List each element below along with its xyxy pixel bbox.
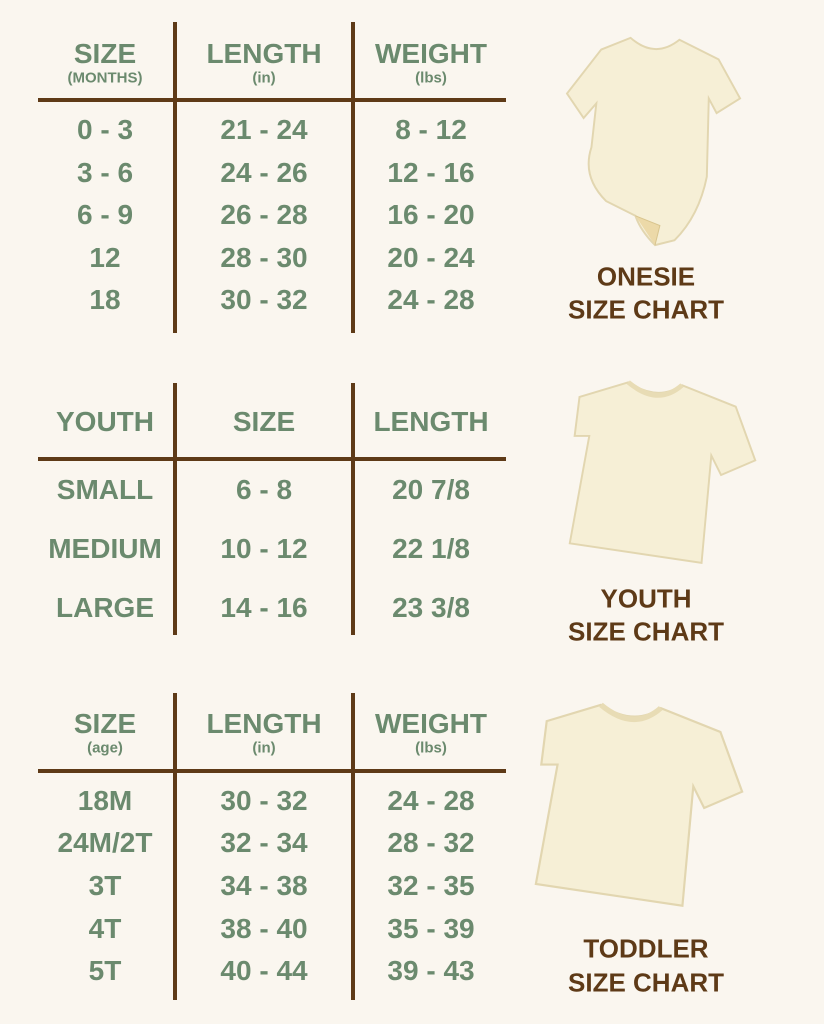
column-header: YOUTH bbox=[56, 406, 154, 437]
table-cell: LARGE bbox=[56, 592, 154, 623]
column-divider bbox=[173, 693, 177, 1000]
chart-caption: SIZE CHART bbox=[568, 967, 724, 998]
chart-caption: SIZE CHART bbox=[568, 616, 724, 647]
table-cell: 23 3/8 bbox=[392, 592, 470, 623]
column-header: SIZE bbox=[73, 708, 137, 739]
table-cell: 35 - 39 bbox=[387, 913, 475, 944]
table-cell: 30 - 32 bbox=[220, 785, 308, 816]
table-cell: 4T bbox=[88, 913, 122, 944]
chart-caption: TODDLER bbox=[583, 933, 709, 964]
table-cell: 24M/2T bbox=[57, 827, 153, 858]
chart-caption: ONESIE bbox=[596, 261, 696, 292]
table-cell: 30 - 32 bbox=[220, 284, 308, 315]
column-header: LENGTH bbox=[373, 406, 489, 437]
header-divider bbox=[38, 457, 506, 461]
column-header: LENGTH bbox=[206, 38, 322, 69]
table-cell: 28 - 30 bbox=[220, 242, 308, 273]
chart-caption: SIZE CHART bbox=[568, 294, 724, 325]
table-cell: 12 - 16 bbox=[387, 157, 475, 188]
column-header: LENGTH bbox=[206, 708, 322, 739]
table-cell: 3T bbox=[88, 870, 122, 901]
column-divider bbox=[351, 22, 355, 333]
column-header: SIZE bbox=[232, 406, 296, 437]
table-cell: MEDIUM bbox=[48, 533, 162, 564]
table-cell: 6 - 8 bbox=[235, 474, 293, 505]
column-divider bbox=[173, 383, 177, 635]
header-divider bbox=[38, 769, 506, 773]
table-cell: 6 - 9 bbox=[76, 199, 134, 230]
column-unit: (MONTHS) bbox=[67, 69, 143, 87]
onesie-image bbox=[565, 36, 742, 247]
table-cell: 0 - 3 bbox=[76, 114, 134, 145]
table-cell: 21 - 24 bbox=[220, 114, 308, 145]
table-cell: 8 - 12 bbox=[395, 114, 467, 145]
header-divider bbox=[38, 98, 506, 102]
chart-caption: YOUTH bbox=[600, 583, 692, 614]
table-cell: 18M bbox=[77, 785, 133, 816]
table-cell: 20 7/8 bbox=[392, 474, 470, 505]
column-divider bbox=[351, 693, 355, 1000]
column-unit: (in) bbox=[252, 69, 276, 87]
column-header: WEIGHT bbox=[375, 38, 487, 69]
table-cell: 12 bbox=[89, 242, 121, 273]
column-header: SIZE bbox=[73, 38, 137, 69]
table-cell: 20 - 24 bbox=[387, 242, 475, 273]
table-cell: 18 bbox=[89, 284, 121, 315]
table-cell: 24 - 28 bbox=[387, 284, 475, 315]
t-shirt-image bbox=[568, 380, 757, 564]
column-unit: (lbs) bbox=[415, 69, 447, 87]
column-header: WEIGHT bbox=[375, 708, 487, 739]
column-unit: (age) bbox=[87, 739, 123, 757]
table-cell: 32 - 34 bbox=[220, 827, 308, 858]
column-unit: (lbs) bbox=[415, 739, 447, 757]
table-cell: 34 - 38 bbox=[220, 870, 308, 901]
table-cell: 40 - 44 bbox=[220, 955, 308, 986]
table-cell: 38 - 40 bbox=[220, 913, 308, 944]
table-cell: SMALL bbox=[56, 474, 154, 505]
column-divider bbox=[351, 383, 355, 635]
table-cell: 22 1/8 bbox=[392, 533, 470, 564]
table-cell: 39 - 43 bbox=[387, 955, 475, 986]
t-shirt-image bbox=[534, 702, 744, 907]
column-divider bbox=[173, 22, 177, 333]
column-unit: (in) bbox=[252, 739, 276, 757]
table-cell: 28 - 32 bbox=[387, 827, 475, 858]
table-cell: 24 - 26 bbox=[220, 157, 308, 188]
table-cell: 16 - 20 bbox=[387, 199, 475, 230]
table-cell: 3 - 6 bbox=[76, 157, 134, 188]
table-cell: 14 - 16 bbox=[220, 592, 308, 623]
table-cell: 26 - 28 bbox=[220, 199, 308, 230]
table-cell: 24 - 28 bbox=[387, 785, 475, 816]
table-cell: 32 - 35 bbox=[387, 870, 475, 901]
table-cell: 10 - 12 bbox=[220, 533, 308, 564]
table-cell: 5T bbox=[88, 955, 122, 986]
